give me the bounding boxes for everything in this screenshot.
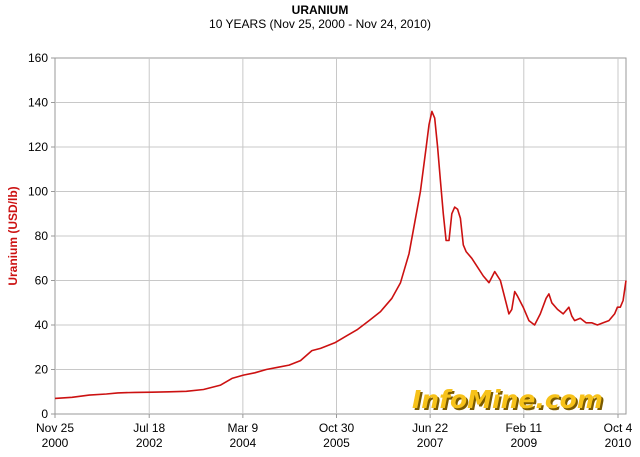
y-tick-label: 0 — [41, 407, 48, 421]
y-axis-label: Uranium (USD/lb) — [6, 186, 20, 285]
uranium-price-line — [54, 110, 627, 400]
y-tick-label: 20 — [35, 363, 49, 377]
series-layer — [54, 110, 627, 400]
y-tick-label: 160 — [28, 51, 48, 65]
x-tick-year-label: 2004 — [230, 436, 257, 450]
x-tick-label: Oct 4 — [604, 421, 633, 435]
x-tick-label: Jun 22 — [412, 421, 448, 435]
x-tick-year-label: 2007 — [417, 436, 444, 450]
x-tick-year-label: 2002 — [136, 436, 163, 450]
x-tick-year-label: 2000 — [42, 436, 69, 450]
y-tick-label: 120 — [28, 140, 48, 154]
svg-text:InfoMine.com: InfoMine.com — [412, 385, 603, 414]
y-tick-label: 60 — [35, 274, 49, 288]
y-tick-label: 100 — [28, 185, 48, 199]
y-axis-ticks: 0 20 40 60 80 100 120 140 160 — [28, 51, 55, 421]
x-tick-label: Nov 25 — [36, 421, 74, 435]
gridlines — [55, 58, 626, 414]
x-tick-year-label: 2005 — [323, 436, 350, 450]
y-tick-label: 80 — [35, 229, 49, 243]
svg-text:InfoMine.com: InfoMine.com — [414, 387, 605, 416]
x-tick-year-label: 2009 — [510, 436, 537, 450]
x-tick-year-label: 2010 — [605, 436, 632, 450]
chart-subtitle: 10 YEARS (Nov 25, 2000 - Nov 24, 2010) — [209, 17, 431, 31]
x-tick-label: Mar 9 — [228, 421, 259, 435]
x-tick-label: Feb 11 — [506, 421, 543, 435]
y-tick-label: 140 — [28, 96, 48, 110]
x-tick-label: Oct 30 — [319, 421, 355, 435]
x-tick-label: Jul 18 — [133, 421, 165, 435]
chart-title: URANIUM — [291, 3, 349, 17]
infomine-watermark: InfoMine.com InfoMine.com — [412, 385, 605, 416]
y-tick-label: 40 — [35, 318, 49, 332]
